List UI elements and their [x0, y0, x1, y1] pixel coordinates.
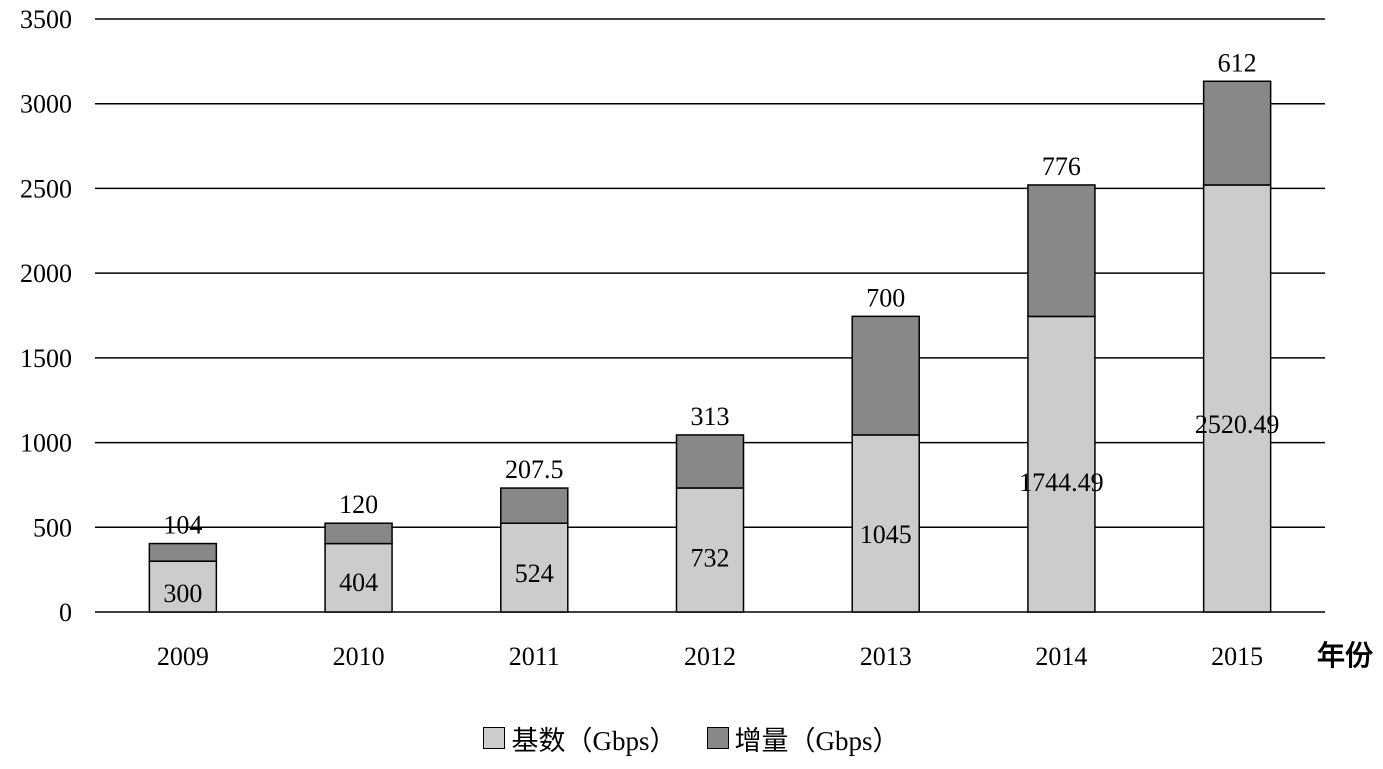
data-label-increment: 700: [866, 283, 905, 312]
data-label-base: 300: [163, 579, 202, 608]
x-tick-label: 2013: [860, 642, 912, 671]
bar-base-segment: [324, 542, 393, 613]
data-label-increment: 313: [691, 402, 730, 431]
bar-base-segment: [675, 487, 745, 613]
x-tick-label: 2012: [684, 642, 736, 671]
bar-increment-segment: [1202, 80, 1272, 186]
y-tick-label: 500: [33, 513, 72, 542]
legend-item-base: 基数（Gbps）: [483, 719, 677, 758]
y-axis-ticks: 0 500 1000 1500 2000 2500 3000 3500: [20, 5, 72, 627]
bar-base-segment: [1202, 184, 1272, 613]
x-tick-label: 2015: [1211, 642, 1263, 671]
y-tick-label: 1500: [20, 344, 72, 373]
y-tick-label: 3500: [20, 5, 72, 34]
x-axis-ticks: 2009 2010 2011 2012 2013 2014 2015: [157, 642, 1263, 671]
x-tick-label: 2010: [333, 642, 385, 671]
data-label-increment: 104: [163, 511, 202, 540]
data-label-base: 1045: [860, 520, 912, 549]
bar-increment-segment: [324, 522, 393, 545]
data-label-base: 404: [339, 568, 378, 597]
legend-swatch-base: [483, 727, 506, 749]
x-tick-label: 2011: [509, 642, 560, 671]
data-label-increment: 612: [1218, 48, 1257, 77]
y-tick-label: 1000: [20, 429, 72, 458]
bar-increment-segment: [148, 542, 218, 562]
legend-swatch-increment: [706, 727, 729, 749]
bar-increment-segment: [500, 487, 569, 524]
y-tick-label: 2500: [20, 174, 72, 203]
y-tick-label: 3000: [20, 90, 72, 119]
bar-base-segment: [851, 434, 920, 613]
bar-increment-segment: [675, 434, 745, 489]
data-label-increment: 207.5: [505, 455, 564, 484]
y-tick-label: 0: [59, 598, 72, 627]
data-label-increment: 776: [1042, 152, 1081, 181]
bar-increment-segment: [1027, 184, 1096, 318]
legend-label-increment: 增量（Gbps）: [734, 725, 900, 756]
data-label-base: 2520.49: [1195, 410, 1280, 439]
legend: 基数（Gbps） 增量（Gbps）: [0, 718, 1383, 758]
x-axis-label: 年份: [1317, 639, 1373, 672]
bar-base-segment: [500, 522, 569, 613]
data-label-base: 1744.49: [1019, 468, 1104, 497]
data-label-increment: 120: [339, 490, 378, 519]
bar-base-segment: [148, 560, 218, 613]
x-tick-label: 2014: [1035, 642, 1087, 671]
bar-increment-segment: [851, 315, 920, 436]
legend-label-base: 基数（Gbps）: [511, 725, 677, 756]
data-label-base: 524: [515, 559, 554, 588]
legend-item-increment: 增量（Gbps）: [706, 719, 900, 758]
y-tick-label: 2000: [20, 259, 72, 288]
x-tick-label: 2009: [157, 642, 209, 671]
bars: 300 104 404 120 524 207.5 732 313 1045 700 1744.49…: [148, 48, 1280, 613]
bar-base-segment: [1027, 315, 1096, 613]
data-label-base: 732: [691, 543, 730, 572]
